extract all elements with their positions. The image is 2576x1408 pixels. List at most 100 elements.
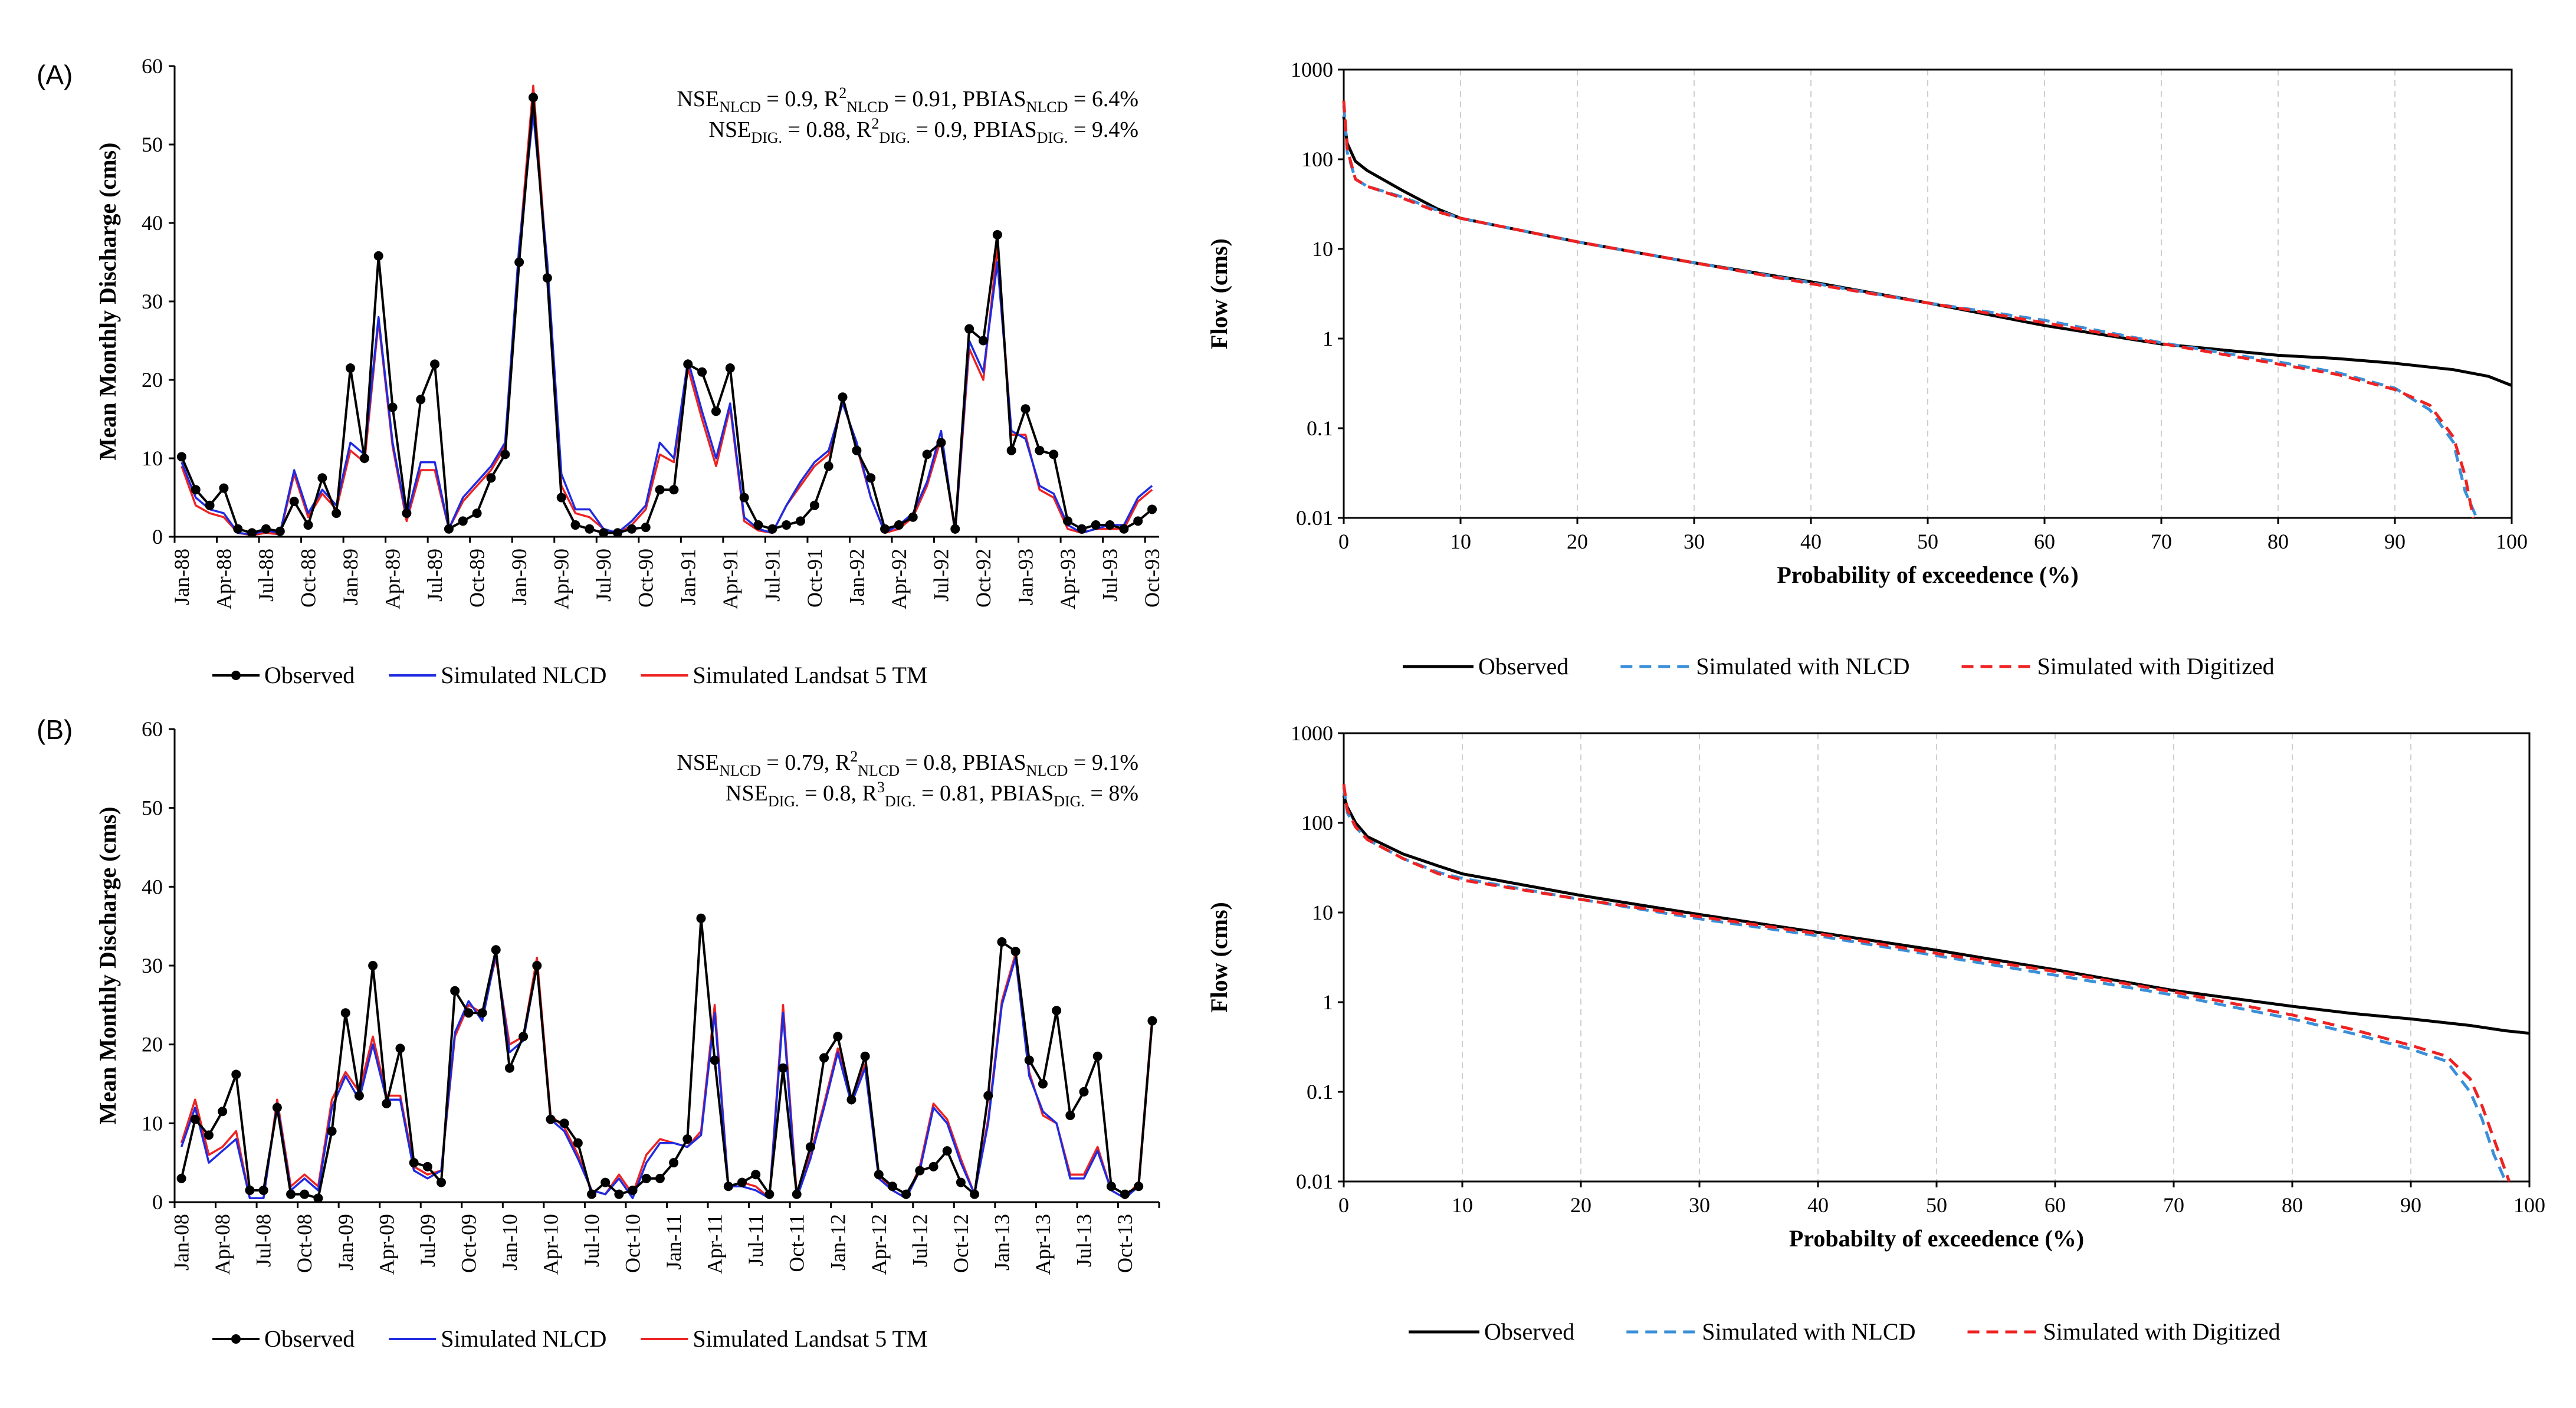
data-point (491, 945, 501, 955)
x-tick-label: Jul-11 (744, 1214, 767, 1266)
data-point (519, 1032, 529, 1042)
x-tick-label: Apr-88 (212, 549, 235, 609)
x-tick-label: Oct-12 (949, 1214, 973, 1273)
stats-text: NLCD (846, 99, 888, 116)
data-point (332, 508, 342, 518)
data-point (823, 461, 833, 471)
y-tick-label: 1000 (1291, 58, 1333, 81)
data-point (546, 1114, 556, 1124)
y-tick-label: 0.01 (1296, 1170, 1333, 1193)
x-tick-label: Oct-89 (465, 549, 489, 608)
x-tick-label: Jan-13 (990, 1214, 1013, 1271)
y-tick-label: 30 (142, 290, 163, 313)
x-tick-label: Oct-10 (621, 1214, 645, 1273)
x-tick-label: Jan-10 (498, 1214, 521, 1271)
data-point (1020, 404, 1031, 414)
data-point (219, 483, 229, 493)
stats-text: NLCD (858, 762, 900, 779)
x-tick-label: 20 (1567, 530, 1588, 553)
x-tick-label: Jan-12 (826, 1214, 849, 1271)
x-tick-label: Apr-90 (550, 549, 573, 609)
x-tick-label: Apr-11 (703, 1214, 727, 1274)
data-point (626, 524, 636, 534)
data-point (978, 336, 988, 346)
stats-text: NSE (677, 750, 719, 775)
x-tick-label: 100 (2513, 1193, 2545, 1217)
data-point (327, 1126, 337, 1136)
x-tick-label: Jan-89 (339, 549, 362, 605)
data-point (528, 93, 538, 103)
stats-text: = 0.8, R (799, 781, 878, 806)
data-point (655, 485, 665, 495)
data-point (340, 1008, 350, 1018)
data-point (1079, 1087, 1089, 1097)
data-point (860, 1051, 870, 1061)
x-tick-label: Apr-13 (1031, 1214, 1055, 1275)
series-line-observed (181, 96, 1153, 534)
stats-text: DIG. (751, 129, 782, 146)
stats-text: = 0.81, PBIAS (916, 781, 1054, 806)
x-tick-label: 50 (1926, 1193, 1947, 1217)
series-line-observed (1342, 116, 2512, 387)
data-point (176, 1173, 186, 1183)
data-point (737, 1177, 747, 1187)
y-tick-label: 1 (1323, 990, 1333, 1014)
data-point (641, 1173, 651, 1183)
data-point (233, 524, 243, 534)
data-point (289, 497, 299, 507)
y-tick-label: 0.1 (1307, 416, 1333, 440)
y-tick-label: 100 (1301, 811, 1333, 835)
stats-text: = 9.4% (1068, 117, 1138, 142)
data-point (723, 1181, 733, 1192)
x-tick-label: Jan-90 (507, 549, 531, 605)
stats-text: DIG. (1054, 793, 1085, 810)
legend-label: Simulated NLCD (441, 662, 606, 688)
x-tick-label: Jul-92 (929, 549, 953, 602)
stats-text: = 6.4% (1068, 87, 1138, 111)
y-tick-label: 50 (142, 133, 163, 156)
y-tick-label: 20 (142, 368, 163, 392)
data-point (1147, 504, 1157, 514)
x-tick-label: 90 (2384, 530, 2406, 553)
data-point (368, 961, 378, 970)
data-point (942, 1146, 952, 1156)
data-point (359, 454, 369, 463)
stats-text: 2 (871, 115, 879, 132)
stats-text: NSE (709, 117, 752, 142)
data-point (887, 1181, 897, 1192)
stats-text: = 8% (1085, 781, 1138, 806)
data-point (613, 528, 623, 538)
y-axis-label: Flow (cms) (1206, 238, 1232, 349)
x-tick-label: 60 (2034, 530, 2055, 553)
data-point (190, 1114, 200, 1124)
stats-annotation: NSENLCD = 0.79, R2NLCD = 0.8, PBIASNLCD … (677, 748, 1138, 779)
data-point (587, 1189, 597, 1199)
data-point (272, 1102, 282, 1112)
x-tick-label: 20 (1570, 1193, 1591, 1217)
x-tick-label: 70 (2163, 1193, 2184, 1217)
x-tick-label: Jul-88 (254, 549, 278, 602)
data-point (983, 1091, 993, 1101)
stats-annotation: NSEDIG. = 0.88, R2DIG. = 0.9, PBIASDIG. … (709, 115, 1138, 146)
data-point (1119, 524, 1129, 534)
x-tick-label: Jan-92 (845, 549, 868, 605)
y-tick-label: 10 (142, 1111, 163, 1135)
data-point (486, 473, 496, 483)
stats-text: NLCD (1026, 762, 1068, 779)
data-point (1035, 445, 1045, 455)
x-tick-label: Apr-89 (381, 549, 405, 609)
series-line-simulated-with-nlcd (1342, 787, 2508, 1183)
legend-label: Simulated with Digitized (2043, 1318, 2280, 1345)
data-point (833, 1032, 843, 1042)
data-point (303, 520, 313, 530)
data-point (450, 986, 460, 996)
legend: Observed Simulated with NLCD Simulated wit… (1403, 653, 2275, 680)
data-point (1134, 1181, 1144, 1192)
series-line-observed (180, 917, 1154, 1200)
data-point (354, 1091, 364, 1101)
data-point (300, 1189, 310, 1199)
y-tick-label: 100 (1301, 147, 1333, 171)
data-point (1091, 520, 1101, 530)
data-point (204, 1130, 214, 1140)
data-point (956, 1177, 966, 1187)
